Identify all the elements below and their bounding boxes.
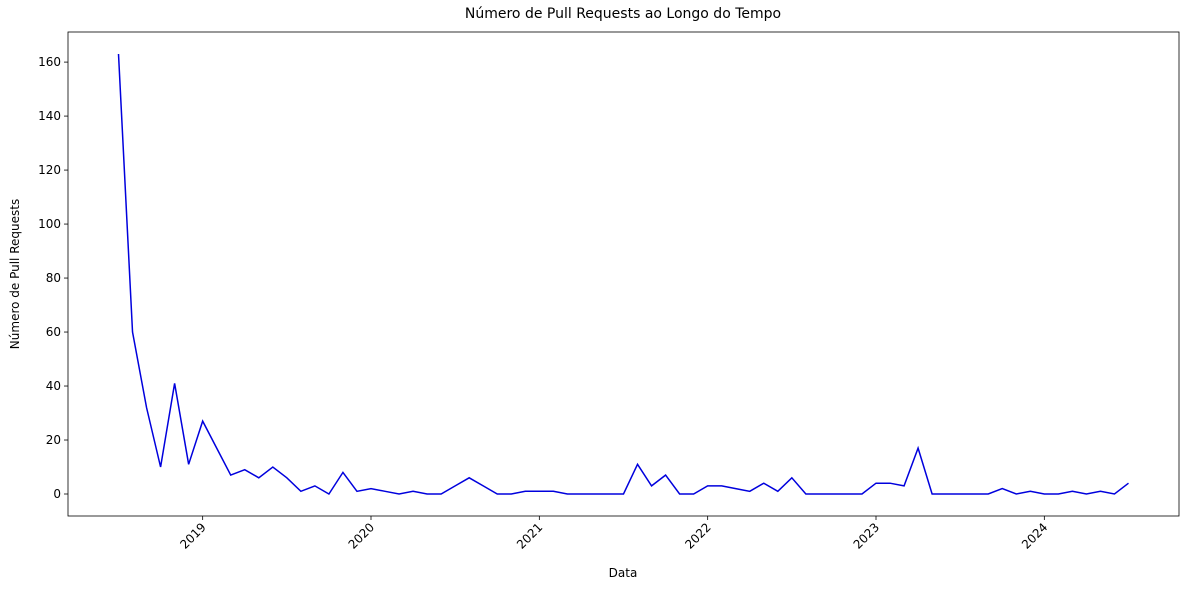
x-tick-label: 2020 <box>346 520 377 551</box>
y-tick-label: 160 <box>38 55 61 69</box>
y-tick-label: 80 <box>46 271 61 285</box>
x-tick-label: 2021 <box>514 520 545 551</box>
x-axis-label: Data <box>609 566 638 580</box>
y-tick-label: 40 <box>46 379 61 393</box>
line <box>117 53 1129 496</box>
plot-frame <box>67 31 1180 517</box>
x-tick-label: 2022 <box>682 520 713 551</box>
x-tick-label: 2023 <box>851 520 882 551</box>
y-tick-label: 100 <box>38 217 61 231</box>
y-tick-label: 140 <box>38 109 61 123</box>
y-tick-label: 0 <box>53 487 61 501</box>
y-tick-label: 60 <box>46 325 61 339</box>
y-tick-label: 20 <box>46 433 61 447</box>
y-axis-label: Número de Pull Requests <box>8 199 22 349</box>
y-tick-label: 120 <box>38 163 61 177</box>
chart-title: Número de Pull Requests ao Longo do Temp… <box>465 6 781 22</box>
x-tick-label: 2019 <box>177 520 208 551</box>
x-tick-label: 2024 <box>1019 520 1050 551</box>
